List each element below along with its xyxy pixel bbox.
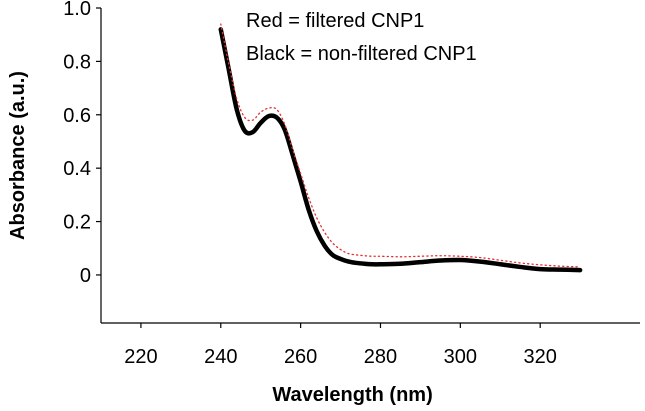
x-tick-label: 220 bbox=[124, 346, 157, 368]
series-line-non-filtered bbox=[218, 27, 583, 273]
series-group bbox=[218, 23, 583, 273]
y-tick-label: 0 bbox=[80, 265, 91, 287]
legend-annotation-non-filtered: Black = non-filtered CNP1 bbox=[246, 43, 477, 65]
x-tick-label: 280 bbox=[364, 346, 397, 368]
y-axis-title: Absorbance (a.u.) bbox=[7, 71, 29, 240]
y-tick-label: 1.0 bbox=[63, 0, 91, 20]
x-tick-label: 320 bbox=[523, 346, 556, 368]
x-tick-label: 240 bbox=[204, 346, 237, 368]
axes-group bbox=[100, 8, 640, 324]
x-tick-label: 260 bbox=[284, 346, 317, 368]
x-ticks-group: 220 240 260 280 300 320 bbox=[124, 323, 557, 368]
y-tick-label: 0.2 bbox=[63, 212, 91, 234]
x-tick-label: 300 bbox=[444, 346, 477, 368]
legend-annotation-filtered: Red = filtered CNP1 bbox=[246, 10, 424, 32]
y-tick-label: 0.6 bbox=[63, 105, 91, 127]
x-axis-title: Wavelength (nm) bbox=[272, 384, 432, 406]
y-tick-label: 0.8 bbox=[63, 51, 91, 73]
y-ticks-group: 0 0.2 0.4 0.6 0.8 1.0 bbox=[63, 0, 101, 287]
y-tick-label: 0.4 bbox=[63, 158, 91, 180]
series-line-filtered bbox=[220, 23, 581, 268]
